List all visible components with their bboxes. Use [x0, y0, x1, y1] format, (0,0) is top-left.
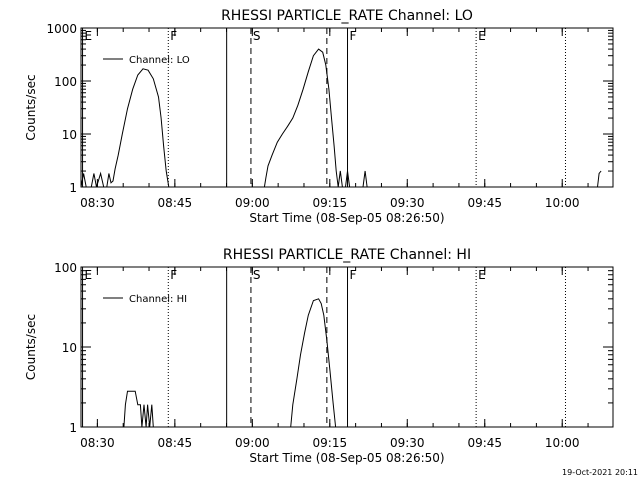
lo-particle-rate-line — [362, 170, 368, 188]
lo-x-tick-label: 09:45 — [467, 196, 502, 210]
hi-y-tick-label: 100 — [54, 261, 77, 275]
lo-x-tick-label: 10:00 — [545, 196, 580, 210]
hi-particle-rate-line — [123, 390, 154, 428]
lo-particle-rate-line — [80, 68, 170, 188]
hi-event-marker-label: F — [350, 268, 357, 282]
hi-x-tick-label: 09:45 — [467, 436, 502, 450]
hi-y-axis-label: Counts/sec — [24, 314, 38, 380]
hi-y-tick-label: 1 — [69, 421, 77, 435]
hi-x-axis-label: Start Time (08-Sep-05 08:26:50) — [249, 451, 444, 465]
lo-event-marker-label: F — [350, 29, 357, 43]
lo-x-tick-label: 08:30 — [80, 196, 115, 210]
hi-y-tick-label: 10 — [62, 341, 77, 355]
lo-particle-rate-line — [597, 170, 602, 188]
lo-particle-rate-line — [263, 48, 351, 188]
hi-legend-label: Channel: HI — [129, 294, 187, 305]
lo-channel-panel: RHESSI PARTICLE_RATE Channel: LO Counts/s… — [24, 8, 614, 225]
lo-x-tick-label: 08:45 — [158, 196, 193, 210]
footer-timestamp: 19-Oct-2021 20:11 — [562, 468, 638, 477]
hi-x-tick-label: 09:30 — [390, 436, 425, 450]
hi-channel-panel: RHESSI PARTICLE_RATE Channel: HI Counts/s… — [24, 247, 614, 465]
lo-y-tick-label: 10 — [62, 128, 77, 142]
hi-chart-title: RHESSI PARTICLE_RATE Channel: HI — [223, 247, 471, 263]
hi-event-marker-label: S — [253, 268, 261, 282]
lo-chart-title: RHESSI PARTICLE_RATE Channel: LO — [221, 8, 473, 24]
lo-x-tick-label: 09:30 — [390, 196, 425, 210]
hi-x-tick-label: 08:30 — [80, 436, 115, 450]
lo-y-tick-label: 1 — [69, 181, 77, 195]
hi-event-marker-label: F — [170, 268, 177, 282]
lo-plot-frame — [80, 27, 614, 188]
lo-event-marker-label: E — [85, 29, 93, 43]
hi-event-marker-label: E — [85, 268, 93, 282]
hi-particle-rate-line — [290, 298, 337, 428]
lo-y-axis-label: Counts/sec — [24, 74, 38, 140]
hi-x-tick-label: 09:00 — [235, 436, 270, 450]
hi-event-marker-label: E — [478, 268, 486, 282]
lo-event-marker-label: E — [478, 29, 486, 43]
lo-x-axis-label: Start Time (08-Sep-05 08:26:50) — [249, 211, 444, 225]
lo-x-tick-label: 09:15 — [313, 196, 348, 210]
lo-legend-label: Channel: LO — [129, 55, 190, 66]
lo-y-tick-label: 100 — [54, 75, 77, 89]
hi-x-tick-label: 09:15 — [313, 436, 348, 450]
hi-x-tick-label: 08:45 — [158, 436, 193, 450]
lo-event-marker-label: S — [253, 29, 261, 43]
hi-x-tick-label: 10:00 — [545, 436, 580, 450]
lo-x-tick-label: 09:00 — [235, 196, 270, 210]
lo-y-tick-label: 1000 — [46, 22, 77, 36]
lo-event-marker-label: F — [170, 29, 177, 43]
